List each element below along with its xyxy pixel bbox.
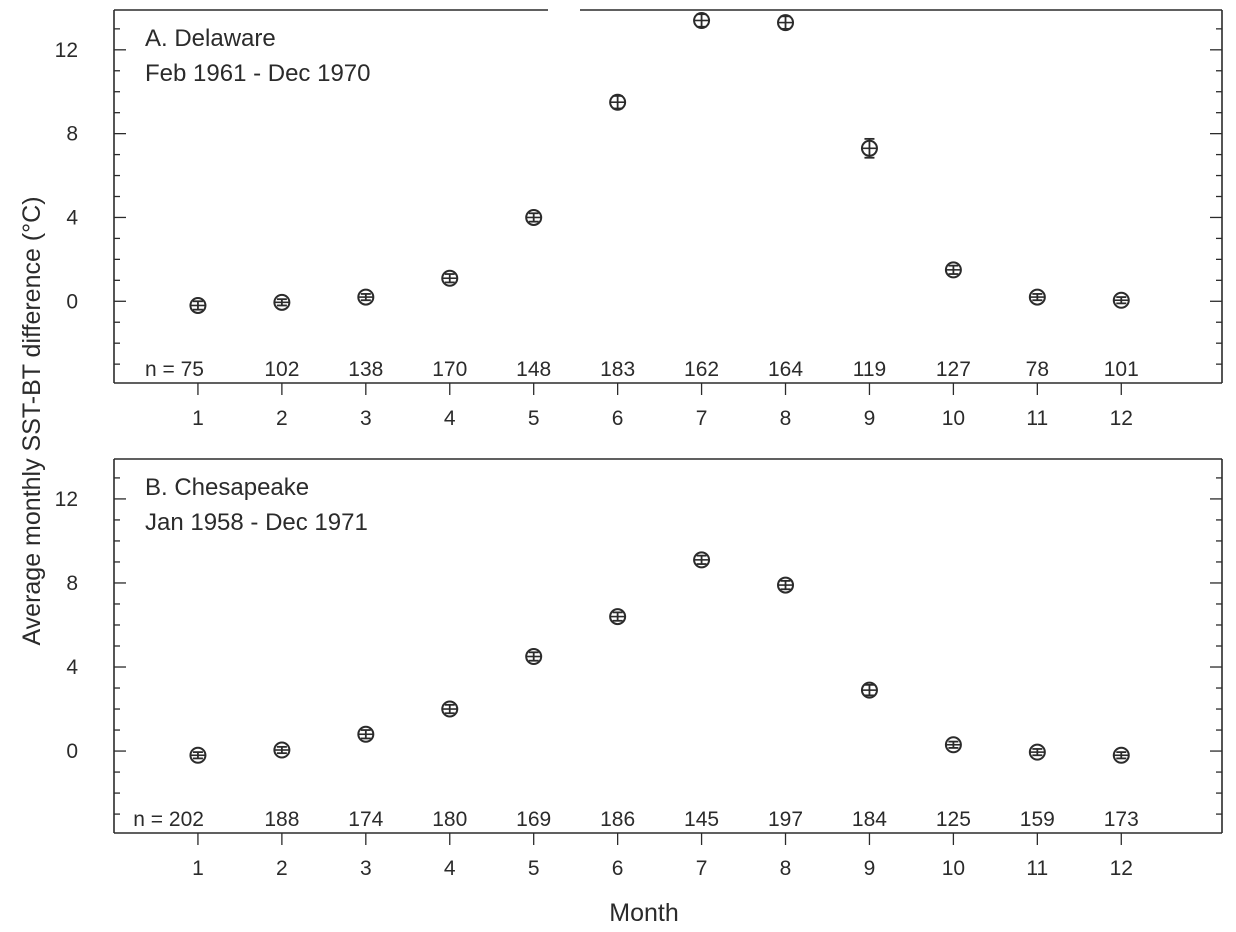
delaware-x-tick-label: 11: [1026, 407, 1048, 430]
chesapeake-x-tick-label: 10: [942, 857, 965, 880]
delaware-x-tick-label: 8: [780, 407, 792, 430]
delaware-panel-title: A. Delaware: [145, 25, 276, 52]
delaware-n-label: 78: [1026, 358, 1049, 381]
chesapeake-n-label: 186: [600, 808, 635, 831]
delaware-n-label: 138: [348, 358, 383, 381]
chesapeake-x-tick-label: 4: [444, 857, 456, 880]
y-axis-title: Average monthly SST-BT difference (°C): [18, 196, 46, 645]
chesapeake-x-tick-label: 8: [780, 857, 792, 880]
chesapeake-x-tick-label: 12: [1110, 857, 1133, 880]
chesapeake-x-tick-label: 11: [1026, 857, 1048, 880]
chesapeake-n-label: 145: [684, 808, 719, 831]
delaware-x-tick-label: 4: [444, 407, 456, 430]
delaware-n-label: 119: [853, 358, 886, 381]
chesapeake-panel-subtitle: Jan 1958 - Dec 1971: [145, 509, 368, 536]
delaware-n-label: 127: [936, 358, 971, 381]
chesapeake-x-tick-label: 7: [696, 857, 708, 880]
x-axis-title: Month: [609, 899, 678, 927]
delaware-n-label: 164: [768, 358, 803, 381]
chesapeake-n-label: 159: [1020, 808, 1055, 831]
delaware-x-tick-label: 12: [1110, 407, 1133, 430]
delaware-x-tick-label: 6: [612, 407, 624, 430]
chesapeake-n-label: n = 202: [133, 808, 204, 831]
chesapeake-y-tick-label: 12: [55, 488, 78, 511]
delaware-panel-subtitle: Feb 1961 - Dec 1970: [145, 60, 370, 87]
chesapeake-n-label: 184: [852, 808, 887, 831]
delaware-x-tick-label: 2: [276, 407, 288, 430]
delaware-x-tick-label: 1: [192, 407, 204, 430]
delaware-x-tick-label: 10: [942, 407, 965, 430]
chesapeake-x-tick-label: 5: [528, 857, 540, 880]
chesapeake-y-tick-label: 8: [66, 572, 78, 595]
chesapeake-n-label: 173: [1104, 808, 1139, 831]
chesapeake-y-tick-label: 0: [66, 740, 78, 763]
chesapeake-n-label: 169: [516, 808, 551, 831]
chesapeake-n-label: 180: [432, 808, 467, 831]
chesapeake-x-tick-label: 3: [360, 857, 372, 880]
delaware-x-tick-label: 5: [528, 407, 540, 430]
chesapeake-x-tick-label: 2: [276, 857, 288, 880]
chesapeake-n-label: 174: [348, 808, 383, 831]
chesapeake-n-label: 125: [936, 808, 971, 831]
delaware-x-tick-label: 9: [864, 407, 876, 430]
chesapeake-n-label: 197: [768, 808, 803, 831]
chesapeake-x-tick-label: 9: [864, 857, 876, 880]
delaware-n-label: 183: [600, 358, 635, 381]
delaware-n-label: n = 75: [145, 358, 204, 381]
delaware-x-tick-label: 3: [360, 407, 372, 430]
delaware-n-label: 162: [684, 358, 719, 381]
chesapeake-panel-title: B. Chesapeake: [145, 474, 309, 501]
chesapeake-x-tick-label: 1: [192, 857, 204, 880]
delaware-y-tick-label: 8: [66, 123, 78, 146]
chesapeake-n-label: 188: [264, 808, 299, 831]
delaware-y-tick-label: 0: [66, 290, 78, 313]
delaware-y-tick-label: 4: [66, 206, 78, 229]
delaware-x-tick-label: 7: [696, 407, 708, 430]
chesapeake-x-tick-label: 6: [612, 857, 624, 880]
delaware-n-label: 148: [516, 358, 551, 381]
delaware-n-label: 101: [1104, 358, 1139, 381]
delaware-n-label: 170: [432, 358, 467, 381]
delaware-n-label: 102: [264, 358, 299, 381]
delaware-y-tick-label: 12: [55, 39, 78, 62]
chesapeake-y-tick-label: 4: [66, 656, 78, 679]
